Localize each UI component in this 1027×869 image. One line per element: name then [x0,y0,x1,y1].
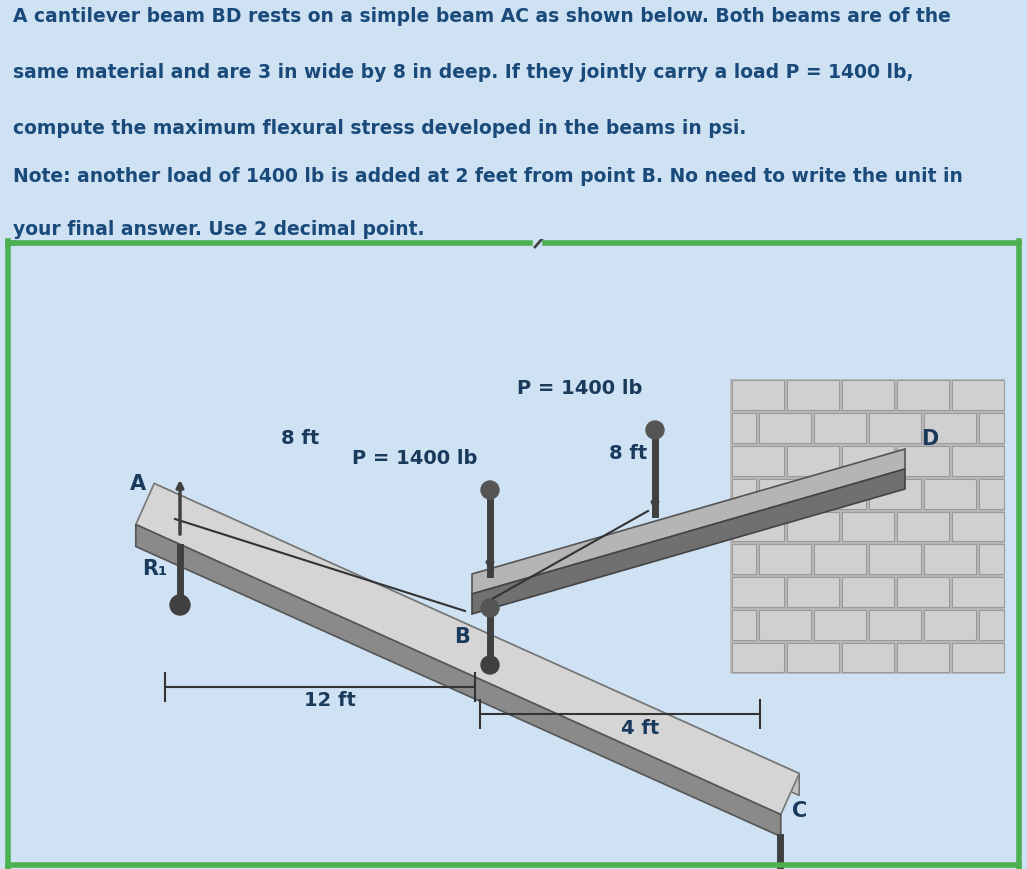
Polygon shape [814,479,866,508]
Polygon shape [787,577,838,607]
Polygon shape [814,544,866,574]
Text: D: D [921,429,939,449]
Polygon shape [951,512,1003,541]
Polygon shape [759,610,811,640]
Text: 12 ft: 12 ft [304,692,356,711]
Circle shape [481,481,499,499]
Polygon shape [814,610,866,640]
Text: A: A [130,474,146,494]
Text: 8 ft: 8 ft [280,429,319,448]
Circle shape [481,599,499,617]
Text: R₁: R₁ [143,559,167,579]
Text: 4 ft: 4 ft [621,720,659,739]
Polygon shape [979,610,1003,640]
Polygon shape [787,512,838,541]
Polygon shape [979,414,1003,443]
Polygon shape [897,643,949,673]
Polygon shape [924,414,976,443]
Text: P = 1400 lb: P = 1400 lb [352,449,478,468]
Polygon shape [869,610,921,640]
Polygon shape [472,449,905,594]
Text: A cantilever beam BD rests on a simple beam AC as shown below. Both beams are of: A cantilever beam BD rests on a simple b… [13,7,951,26]
Polygon shape [731,512,784,541]
Polygon shape [731,381,784,410]
Polygon shape [472,469,905,614]
Polygon shape [731,577,784,607]
Polygon shape [979,544,1003,574]
Polygon shape [731,544,756,574]
Polygon shape [841,643,893,673]
Polygon shape [979,479,1003,508]
Polygon shape [731,479,756,508]
Polygon shape [136,483,799,814]
Text: B: B [454,627,470,647]
Polygon shape [869,544,921,574]
Polygon shape [731,414,756,443]
Text: your final answer. Use 2 decimal point.: your final answer. Use 2 decimal point. [13,220,425,239]
Polygon shape [841,577,893,607]
Circle shape [646,421,664,439]
Polygon shape [924,479,976,508]
Polygon shape [897,577,949,607]
Polygon shape [924,544,976,574]
Polygon shape [951,381,1003,410]
Polygon shape [731,643,784,673]
Polygon shape [841,512,893,541]
Polygon shape [730,379,1005,674]
Polygon shape [951,446,1003,476]
Polygon shape [787,446,838,476]
Polygon shape [759,544,811,574]
Polygon shape [731,446,784,476]
Polygon shape [136,525,781,837]
Polygon shape [869,414,921,443]
Polygon shape [787,381,838,410]
Text: P = 1400 lb: P = 1400 lb [518,380,643,399]
Polygon shape [924,610,976,640]
Polygon shape [787,643,838,673]
Text: 8 ft: 8 ft [609,444,647,463]
Polygon shape [759,479,811,508]
Polygon shape [897,446,949,476]
Polygon shape [869,479,921,508]
Circle shape [170,595,190,615]
Polygon shape [951,643,1003,673]
Text: same material and are 3 in wide by 8 in deep. If they jointly carry a load P = 1: same material and are 3 in wide by 8 in … [13,63,914,83]
Text: C: C [793,801,807,821]
Polygon shape [841,446,893,476]
Circle shape [481,656,499,674]
Polygon shape [154,483,799,795]
Polygon shape [759,414,811,443]
Polygon shape [841,381,893,410]
Text: Note: another load of 1400 lb is added at 2 feet from point B. No need to write : Note: another load of 1400 lb is added a… [13,167,963,186]
Text: compute the maximum flexural stress developed in the beams in psi.: compute the maximum flexural stress deve… [13,119,747,138]
Polygon shape [897,512,949,541]
Polygon shape [731,610,756,640]
Polygon shape [814,414,866,443]
Polygon shape [951,577,1003,607]
Polygon shape [897,381,949,410]
